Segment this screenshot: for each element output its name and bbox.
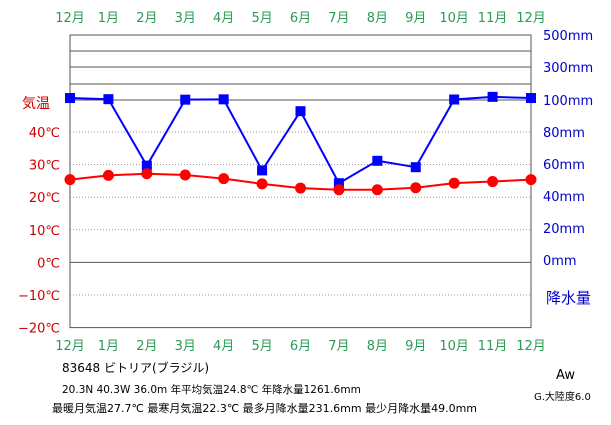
left-tick-label: 20℃ (29, 191, 60, 206)
right-tick-label: 300mm (543, 61, 593, 76)
month-label-bottom: 11月 (478, 339, 508, 354)
temp-point (410, 182, 422, 194)
temp-point (525, 174, 537, 186)
month-label-bottom: 8月 (367, 339, 388, 354)
precip-point (487, 91, 498, 102)
right-tick-label: 60mm (543, 158, 585, 173)
right-tick-label: 500mm (543, 29, 593, 44)
left-tick-label: −10℃ (18, 289, 60, 304)
precip-point (180, 94, 191, 105)
left-axis-title: 気温 (22, 96, 50, 112)
month-label-top: 10月 (439, 11, 469, 26)
month-label-top: 9月 (405, 11, 426, 26)
temp-point (371, 184, 383, 196)
temp-point (179, 169, 191, 181)
month-label-top: 1月 (98, 11, 119, 26)
precip-point (218, 94, 229, 105)
month-label-bottom: 2月 (136, 339, 157, 354)
temp-point (295, 182, 306, 194)
month-label-bottom: 4月 (213, 339, 234, 354)
right-tick-label: 100mm (543, 94, 593, 109)
month-label-bottom: 1月 (98, 339, 119, 354)
month-label-top: 11月 (478, 11, 508, 26)
precip-point (372, 155, 383, 166)
temp-point (141, 168, 153, 180)
month-label-bottom: 6月 (290, 339, 311, 354)
month-label-top: 5月 (251, 11, 272, 26)
temp-point (487, 176, 499, 188)
month-label-top: 4月 (213, 11, 234, 26)
month-label-top: 2月 (136, 11, 157, 26)
month-label-top: 3月 (175, 11, 196, 26)
precip-point (449, 94, 460, 105)
month-label-bottom: 12月 (516, 339, 546, 354)
precip-point (410, 162, 421, 173)
right-tick-label: 0mm (543, 254, 577, 269)
left-tick-label: −20℃ (18, 322, 60, 337)
month-label-bottom: 7月 (328, 339, 349, 354)
month-label-bottom: 12月 (55, 339, 85, 354)
temp-point (256, 178, 268, 190)
precip-point (526, 93, 536, 104)
station-title: 83648 ビトリア(ブラジル) (62, 361, 210, 375)
month-label-top: 8月 (367, 11, 388, 26)
plot-frame (69, 34, 532, 329)
left-tick-label: 30℃ (29, 159, 60, 174)
temp-point (64, 174, 76, 186)
temp-point (448, 177, 460, 189)
precip-point (295, 106, 306, 117)
climate-class: Aw (556, 368, 575, 383)
continentality: G.大陸度6.0 (534, 392, 591, 403)
left-tick-label: 10℃ (29, 224, 60, 239)
temp-point (102, 169, 114, 181)
station-info-line1: 20.3N 40.3W 36.0m 年平均気温24.8℃ 年降水量1261.6m… (62, 384, 361, 396)
precip-point (257, 165, 268, 176)
station-info-line2: 最暖月気温27.7℃ 最寒月気温22.3℃ 最多月降水量231.6mm 最少月降… (52, 402, 478, 415)
precip-point (141, 160, 152, 171)
month-label-bottom: 10月 (439, 339, 469, 354)
month-label-top: 12月 (516, 11, 546, 26)
left-tick-label: 40℃ (29, 126, 60, 141)
month-label-top: 7月 (328, 11, 349, 26)
month-label-bottom: 3月 (175, 339, 196, 354)
precip-point (65, 93, 75, 104)
temp-point (218, 173, 230, 185)
month-label-bottom: 5月 (251, 339, 272, 354)
right-tick-label: 40mm (543, 190, 585, 205)
temp-point (333, 184, 345, 196)
month-label-top: 12月 (55, 11, 85, 26)
left-tick-label: 0℃ (37, 256, 60, 271)
precip-point (333, 178, 344, 189)
month-label-bottom: 9月 (405, 339, 426, 354)
right-tick-label: 80mm (543, 126, 585, 141)
month-label-top: 6月 (290, 11, 311, 26)
precip-point (103, 94, 114, 105)
right-tick-label: 20mm (543, 222, 585, 237)
right-axis-title: 降水量 (546, 289, 591, 307)
